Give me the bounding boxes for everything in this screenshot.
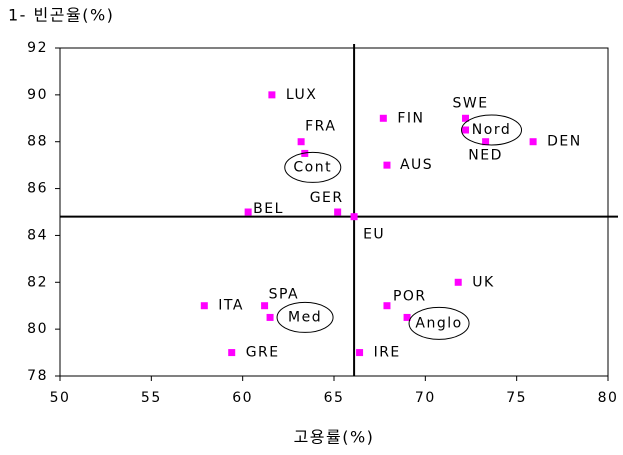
point [200, 302, 208, 310]
point [454, 278, 462, 286]
point [403, 313, 411, 321]
point-label: SPA [269, 287, 300, 303]
point [268, 91, 276, 99]
point [356, 349, 364, 357]
point-label: ITA [218, 298, 244, 314]
group-ellipse [284, 151, 342, 183]
group-label: Anglo [415, 315, 462, 331]
point-label: BEL [253, 201, 284, 217]
point-label: POR [393, 289, 427, 305]
y-tick-label: 92 [27, 40, 48, 56]
y-tick-label: 82 [27, 274, 48, 290]
point-label: FRA [305, 119, 336, 135]
y-tick-label: 86 [27, 181, 48, 197]
point [462, 126, 470, 134]
point-label: AUS [400, 157, 433, 173]
point [383, 161, 391, 169]
point [261, 302, 269, 310]
point [266, 313, 274, 321]
point-label: IRE [374, 345, 401, 361]
point-label: SWE [452, 95, 488, 111]
plot-frame [59, 47, 609, 377]
point-label: LUX [286, 87, 317, 103]
point-label: GER [310, 190, 344, 206]
group-label: Cont [293, 159, 332, 175]
group-label: Med [288, 309, 322, 325]
group-ellipse [408, 306, 470, 340]
point-label: FIN [397, 110, 424, 126]
y-tick-label: 84 [27, 227, 48, 243]
point [228, 349, 236, 357]
point [482, 138, 490, 146]
point [297, 138, 305, 146]
point [383, 302, 391, 310]
point [462, 114, 470, 122]
point-label: EU [363, 227, 385, 243]
point [334, 208, 342, 216]
y-tick-label: 90 [27, 87, 48, 103]
point-label: DEN [547, 134, 582, 150]
point-label: UK [472, 274, 494, 290]
x-tick-label: 70 [415, 390, 436, 406]
x-tick-label: 75 [506, 390, 527, 406]
point-label: GRE [246, 345, 280, 361]
point [244, 208, 252, 216]
point [379, 114, 387, 122]
group-ellipse [276, 301, 334, 333]
y-axis-label: 1- 빈곤율(%) [8, 6, 114, 25]
y-tick-label: 88 [27, 134, 48, 150]
x-tick-label: 80 [598, 390, 619, 406]
point [350, 213, 358, 221]
point [529, 138, 537, 146]
x-tick-label: 65 [324, 390, 345, 406]
x-axis-label: 고용률(%) [294, 428, 375, 447]
group-ellipse [461, 114, 523, 146]
group-label: Nord [472, 122, 511, 138]
y-tick-label: 80 [27, 321, 48, 337]
x-tick-label: 55 [141, 390, 162, 406]
x-tick-label: 50 [50, 390, 71, 406]
x-tick-label: 60 [232, 390, 253, 406]
y-tick-label: 78 [27, 368, 48, 384]
point-label: NED [468, 148, 503, 164]
